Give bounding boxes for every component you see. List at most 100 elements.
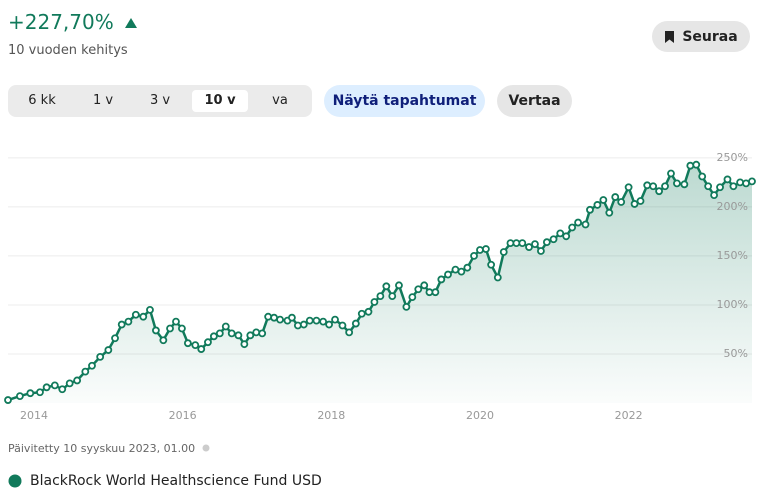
point-marker [50,381,59,390]
legend: BlackRock World Healthscience Fund USD [8,473,322,489]
point-marker [581,220,590,229]
point-marker [15,392,24,401]
point-marker [146,305,154,314]
period-tab[interactable]: 6 kk [28,93,56,108]
point-marker [525,243,533,251]
point-marker [655,187,663,196]
area [8,164,752,403]
point-marker [630,200,639,208]
point-marker [227,329,236,338]
point-marker [431,288,440,297]
point-marker [221,322,230,331]
point-marker [81,367,90,376]
x-tick-label: 2018 [317,409,345,422]
point-marker [542,238,551,247]
point-marker [457,267,466,276]
point-marker [499,248,508,256]
x-tick-label: 2022 [615,409,643,422]
point-marker [710,191,718,200]
point-marker [556,229,565,238]
point-marker [716,183,724,192]
x-tick-label: 2016 [169,409,197,422]
y-tick-label: 150% [717,249,748,262]
point-marker [686,161,695,170]
events-button[interactable]: Näytä tapahtumat [324,85,485,117]
point-marker [183,339,192,348]
point-marker [166,324,174,333]
point-marker [364,307,373,316]
point-marker [131,310,140,319]
point-marker [124,317,133,326]
point-marker [73,376,82,385]
point-marker [319,317,328,326]
point-marker [437,275,446,284]
point-marker [476,246,484,254]
period-tab[interactable]: 3 v [149,93,171,108]
y-tick-label: 200% [717,200,748,213]
change-row: +227,70% [8,10,138,34]
point-marker [305,316,314,325]
point-marker [88,361,96,370]
updated-note: Päivitetty 10 syyskuu 2023, 01.00 [8,442,210,455]
period-label: 10 vuoden kehitys [8,43,128,58]
point-marker [593,201,602,209]
point-marker [624,183,633,192]
point-marker [704,182,713,191]
point-marker [723,175,732,184]
point-marker [599,196,608,204]
period-tab[interactable]: 10 v [192,90,248,112]
point-marker [667,169,675,178]
point-marker [357,309,366,318]
y-tick-label: 50% [724,347,748,360]
point-marker [444,270,452,279]
point-marker [191,341,200,350]
point-marker [574,218,582,227]
updated-text: Päivitetty 10 syyskuu 2023, 01.00 [8,442,196,455]
point-marker [117,320,126,329]
period-tab[interactable]: 1 v [92,93,114,108]
point-marker [96,353,105,361]
point-marker [252,328,261,337]
x-tick-label: 2014 [20,409,48,422]
status-dot [202,444,210,452]
point-marker [345,328,354,337]
point-marker [26,389,35,398]
point-marker [240,340,249,349]
point-marker [395,281,403,290]
point-marker [736,178,745,187]
point-marker [58,385,67,394]
point-marker [104,346,113,354]
point-marker [680,180,689,189]
point-marker [312,316,321,325]
point-marker [661,182,669,191]
point-marker [692,160,701,169]
point-marker [562,232,571,241]
point-marker [673,179,681,188]
point-marker [408,293,417,301]
point-marker [299,320,308,329]
compare-button[interactable]: Vertaa [497,85,572,117]
point-marker [234,331,243,340]
point-marker [568,223,577,232]
point-marker [643,181,652,190]
point-marker [288,313,296,322]
point-marker [178,324,186,333]
point-marker [258,329,267,338]
point-marker [414,285,423,294]
point-marker [42,383,51,392]
point-marker [531,240,539,249]
period-tab[interactable]: va [272,93,288,108]
point-marker [246,331,255,340]
point-marker [388,292,397,301]
point-marker [264,312,273,321]
point-marker [470,252,478,260]
point-marker [605,208,614,217]
point-marker [698,172,707,181]
point-marker [493,273,502,282]
point-marker [276,315,284,324]
point-marker [376,292,385,301]
point-marker [748,177,756,186]
follow-button[interactable]: Seuraa [652,21,750,52]
point-marker [65,379,74,388]
